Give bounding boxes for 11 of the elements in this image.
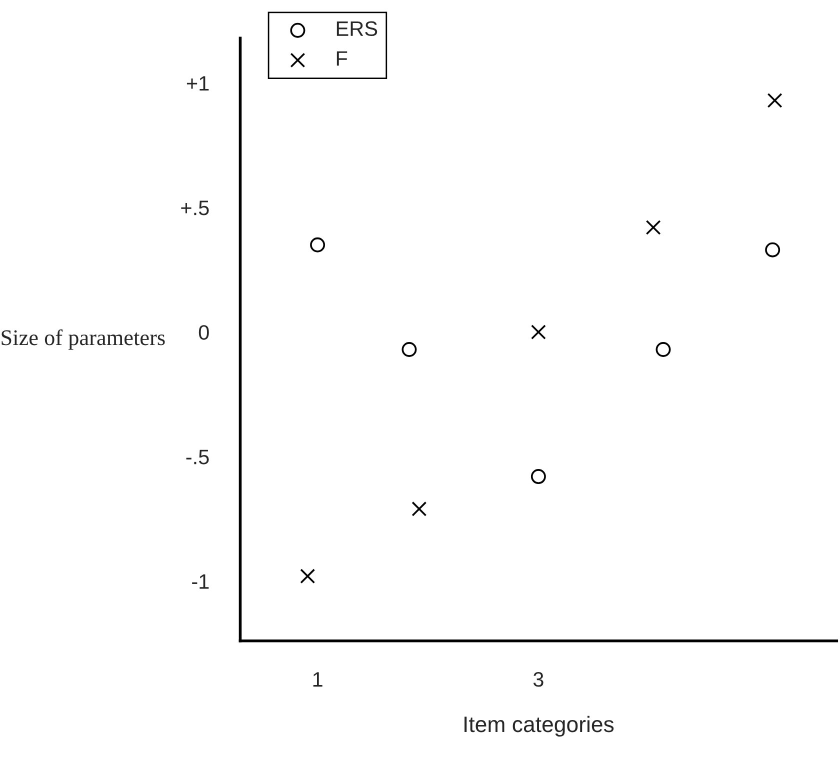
x-axis-title: Item categories [464,716,614,737]
y-tick-label: -.5 [186,450,209,464]
y-tick-label: +1 [186,76,209,91]
y-tick-label: +.5 [181,200,209,216]
x-tick-label: 1 [313,672,322,687]
y-tick-label: 0 [198,325,209,340]
x-tick-label: 3 [533,672,544,687]
y-tick-label: -1 [192,574,209,589]
legend-label: ERS [336,21,378,36]
y-axis-title: Size of parameters [2,329,165,350]
legend-label: F [336,51,348,66]
